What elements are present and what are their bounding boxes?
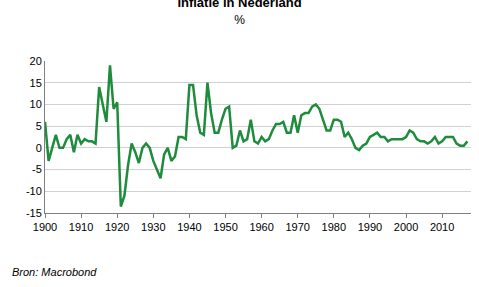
svg-text:Bron: Macrobond: Bron: Macrobond — [12, 266, 97, 278]
svg-text:1920: 1920 — [105, 221, 129, 233]
svg-text:15: 15 — [30, 77, 42, 89]
svg-text:-5: -5 — [32, 163, 42, 175]
svg-text:-10: -10 — [26, 185, 42, 197]
svg-text:Inflatie in Nederland%: Inflatie in Nederland% — [177, 0, 301, 27]
svg-text:1950: 1950 — [213, 221, 237, 233]
svg-text:2010: 2010 — [430, 221, 454, 233]
svg-text:1910: 1910 — [69, 221, 93, 233]
svg-text:5: 5 — [36, 120, 42, 132]
svg-text:1980: 1980 — [322, 221, 346, 233]
svg-text:20: 20 — [30, 55, 42, 67]
svg-text:1960: 1960 — [249, 221, 273, 233]
svg-text:1990: 1990 — [358, 221, 382, 233]
svg-text:2000: 2000 — [394, 221, 418, 233]
svg-text:-15: -15 — [26, 207, 42, 219]
svg-text:1900: 1900 — [33, 221, 57, 233]
svg-text:0: 0 — [36, 142, 42, 154]
svg-text:1970: 1970 — [285, 221, 309, 233]
svg-text:10: 10 — [30, 98, 42, 110]
svg-text:1930: 1930 — [141, 221, 165, 233]
svg-text:1940: 1940 — [177, 221, 201, 233]
